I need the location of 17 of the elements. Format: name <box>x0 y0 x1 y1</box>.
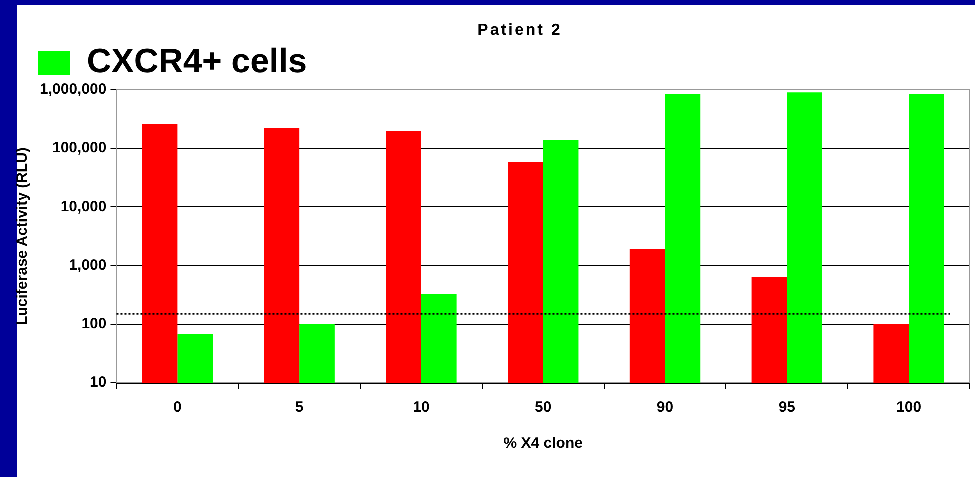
chart-title: Patient 2 <box>476 22 564 40</box>
x-tick-label: 90 <box>656 399 674 416</box>
y-tick-label: 100,000 <box>52 140 107 157</box>
y-tick-label: 100 <box>82 316 107 333</box>
x-tick-label: 100 <box>896 399 922 416</box>
y-tick-label: 10 <box>90 374 107 392</box>
legend-label: CXCR4+ cells <box>87 42 308 80</box>
x-tick-label: 95 <box>778 399 796 416</box>
y-axis-title: Luciferase Activity (RLU) <box>14 148 32 326</box>
y-tick-label: 1,000 <box>69 256 107 274</box>
x-axis-title: % X4 clone <box>504 435 583 452</box>
y-tick-label: 10,000 <box>60 198 107 216</box>
x-tick-label: 5 <box>295 399 304 416</box>
x-tick-label: 10 <box>413 399 430 416</box>
y-tick-label: 1,000,000 <box>40 81 107 98</box>
x-tick-label: 0 <box>174 399 182 416</box>
x-tick-label: 50 <box>535 399 552 416</box>
